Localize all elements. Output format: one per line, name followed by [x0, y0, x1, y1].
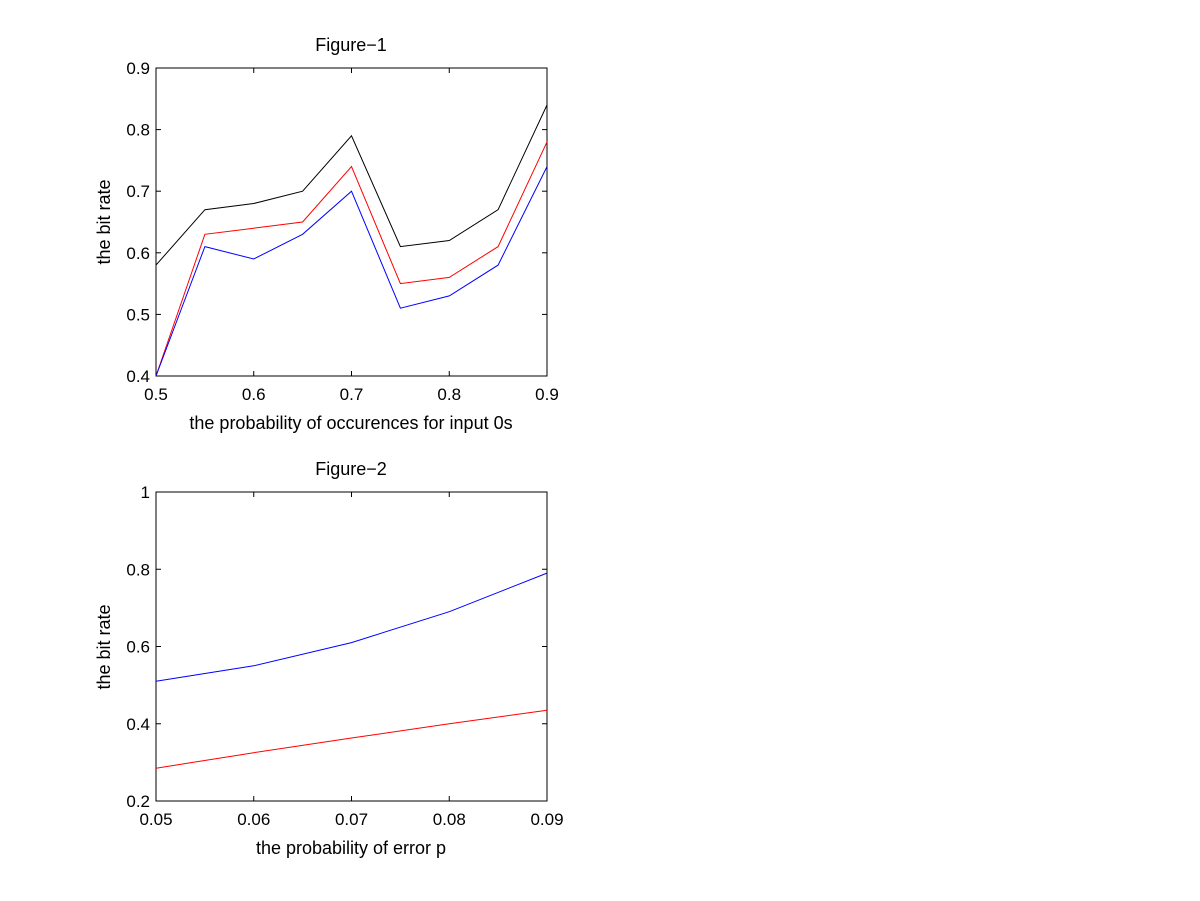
y-tick-label: 0.4: [126, 367, 150, 386]
y-tick-group: 0.2 0.4 0.6 0.8 1: [126, 483, 547, 811]
x-tick-label: 0.07: [335, 810, 368, 829]
x-tick-label: 0.06: [237, 810, 270, 829]
x-tick-label: 0.05: [139, 810, 172, 829]
chart-title: Figure−1: [315, 35, 387, 55]
x-tick-label: 0.09: [530, 810, 563, 829]
x-axis-label: the probability of error p: [256, 838, 446, 858]
series-line-1: [155, 104, 548, 266]
x-tick-label: 0.08: [433, 810, 466, 829]
series-group: [155, 572, 548, 769]
y-tick-group: 0.4 0.5 0.6 0.7 0.8 0.9: [126, 59, 547, 386]
series-line-2: [155, 709, 548, 769]
plot-area: [155, 491, 548, 802]
y-tick-label: 0.6: [126, 244, 150, 263]
y-tick-label: 0.8: [126, 121, 150, 140]
x-tick-label: 0.8: [437, 385, 461, 404]
chart-title: Figure−2: [315, 459, 387, 479]
x-axis-label: the probability of occurences for input …: [189, 413, 512, 433]
chart-figure-2: Figure−2 0.05 0.06 0.07 0.08 0.09 0.20.40.60…: [94, 459, 564, 858]
y-tick-label: 0.2: [126, 792, 150, 811]
series-line-3: [155, 166, 548, 377]
y-tick-label: 0.9: [126, 59, 150, 78]
y-tick-label: 0.8: [126, 560, 150, 579]
y-axis-label: the bit rate: [94, 179, 114, 264]
x-tick-label: 0.5: [144, 385, 168, 404]
y-tick-label: 1: [141, 483, 150, 502]
y-axis-label: the bit rate: [94, 604, 114, 689]
y-tick-label: 0.6: [126, 638, 150, 657]
chart-figure-1: Figure−1 0.5 0.6 0.7 0.8 0.9 0.40.50.60.70.8…: [94, 35, 559, 433]
y-tick-label: 0.5: [126, 305, 150, 324]
x-tick-label: 0.7: [340, 385, 364, 404]
x-tick-group: 0.05 0.06 0.07 0.08 0.09: [139, 492, 564, 829]
series-line-2: [155, 141, 548, 377]
x-tick-label: 0.9: [535, 385, 559, 404]
x-tick-group: 0.5 0.6 0.7 0.8 0.9: [144, 68, 559, 404]
y-tick-label: 0.7: [126, 182, 150, 201]
plot-area: [155, 67, 548, 377]
series-line-1: [155, 572, 548, 682]
series-group: [155, 104, 548, 377]
x-tick-label: 0.6: [242, 385, 266, 404]
y-tick-label: 0.4: [126, 715, 150, 734]
